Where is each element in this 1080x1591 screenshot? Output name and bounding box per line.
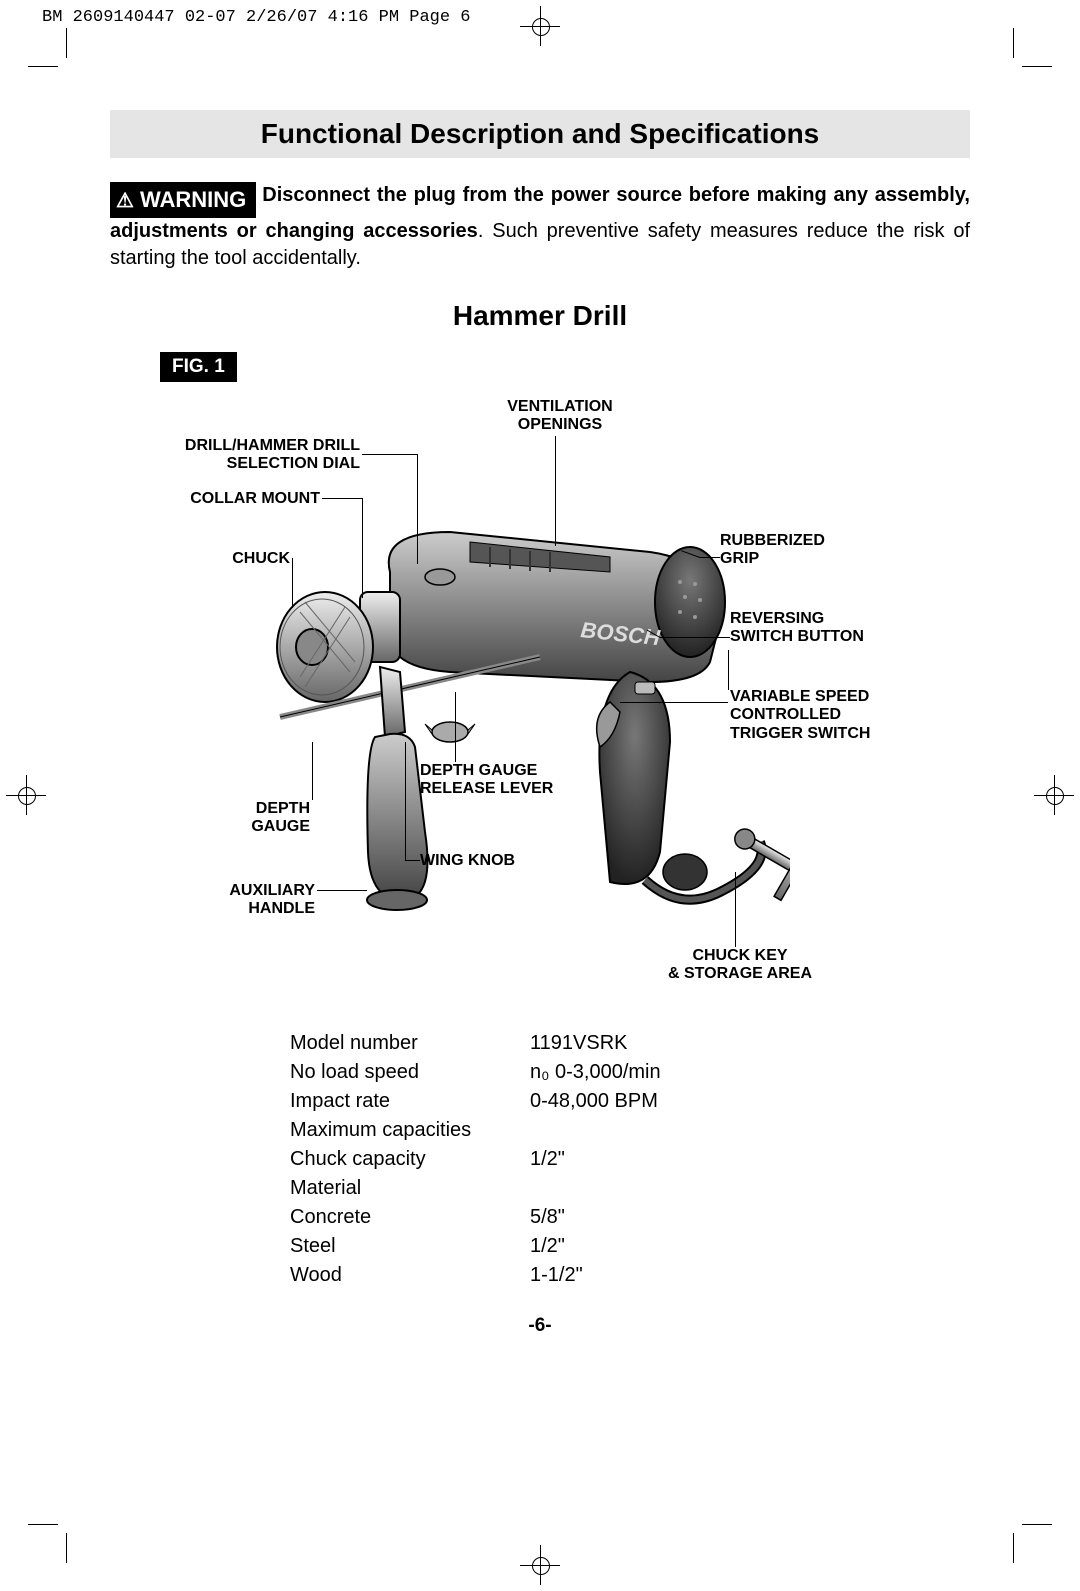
diagram-area: BOSCH [110,392,970,1012]
specs-row: Material [290,1177,970,1200]
specs-row: Impact rate0-48,000 BPM [290,1090,970,1113]
label-aux-handle: AUXILIARYHANDLE [160,882,315,919]
label-collar-mount: COLLAR MOUNT [150,490,320,508]
specs-row: Concrete5/8" [290,1206,970,1229]
specs-label: Concrete [290,1206,530,1229]
specs-label: No load speed [290,1061,530,1084]
section-title: Functional Description and Specification… [110,110,970,158]
crop-mark-bl [28,1513,78,1563]
specs-row: Maximum capacities [290,1119,970,1142]
specs-label: Wood [290,1264,530,1287]
label-depth-gauge: DEPTHGAUGE [200,800,310,837]
page-content: Functional Description and Specification… [110,110,970,1337]
specs-row: No load speedn₀ 0-3,000/min [290,1061,970,1084]
reg-mark-right [1034,775,1074,815]
crop-mark-tl [28,28,78,78]
label-chuck: CHUCK [170,550,290,568]
label-drill-hammer: DRILL/HAMMER DRILLSELECTION DIAL [150,437,360,474]
specs-value: 1191VSRK [530,1032,627,1055]
specs-label: Impact rate [290,1090,530,1113]
specs-label: Model number [290,1032,530,1055]
crop-mark-tr [1002,28,1052,78]
drill-illustration: BOSCH [250,472,790,952]
reg-mark-left [6,775,46,815]
subtitle: Hammer Drill [110,300,970,332]
reg-mark-bottom [520,1545,560,1585]
label-depth-release: DEPTH GAUGERELEASE LEVER [420,762,580,799]
specs-value: 1/2" [530,1235,565,1258]
specs-label: Maximum capacities [290,1119,530,1142]
warning-block: WARNINGDisconnect the plug from the powe… [110,182,970,272]
specs-row: Wood1-1/2" [290,1264,970,1287]
specs-value: 5/8" [530,1206,565,1229]
specs-label: Chuck capacity [290,1148,530,1171]
specs-table: Model number1191VSRK No load speedn₀ 0-3… [290,1032,970,1287]
specs-value: n₀ 0-3,000/min [530,1061,661,1084]
page-number: -6- [110,1315,970,1337]
label-reversing: REVERSINGSWITCH BUTTON [730,610,900,647]
fig-badge: FIG. 1 [160,352,237,382]
crop-mark-br [1002,1513,1052,1563]
specs-value: 1/2" [530,1148,565,1171]
label-rubberized: RUBBERIZEDGRIP [720,532,860,569]
specs-label: Steel [290,1235,530,1258]
label-chuck-key: CHUCK KEY& STORAGE AREA [650,947,830,984]
specs-row: Chuck capacity1/2" [290,1148,970,1171]
specs-value: 1-1/2" [530,1264,583,1287]
specs-row: Model number1191VSRK [290,1032,970,1055]
specs-value: 0-48,000 BPM [530,1090,658,1113]
reg-mark-top [520,6,560,46]
warning-badge: WARNING [110,182,256,218]
label-wing-knob: WING KNOB [420,852,560,870]
specs-row: Steel1/2" [290,1235,970,1258]
label-ventilation: VENTILATIONOPENINGS [490,398,630,435]
pdf-header-line: BM 2609140447 02-07 2/26/07 4:16 PM Page… [42,8,470,27]
label-variable: VARIABLE SPEEDCONTROLLEDTRIGGER SWITCH [730,688,900,743]
specs-label: Material [290,1177,530,1200]
